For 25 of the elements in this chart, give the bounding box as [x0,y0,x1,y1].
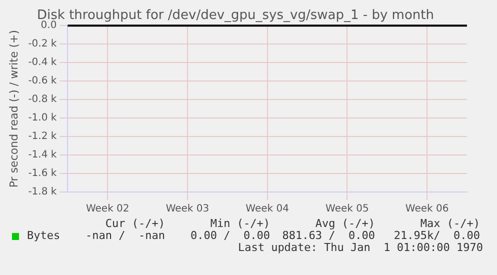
y-tick-label: -0.8 k [28,94,57,106]
y-tick-label: -0.2 k [28,38,57,50]
text: 881.63 / 0.00 [281,229,375,242]
x-tick-label: Week 06 [405,204,449,215]
x-tick-label: Week 05 [326,204,369,215]
y-tick-label: -1.0 k [28,112,57,124]
text: Avg (-/+) [314,217,375,230]
x-tick-label: Week 03 [166,204,210,215]
x-tick-label: Week 02 [86,204,130,215]
y-axis-title: Pr second read (-) / write (+) [7,30,20,188]
legend-label: Bytes [26,229,60,242]
y-tick-label: -1.2 k [28,131,57,142]
text: -nan / -nan [84,229,165,242]
text: Last update: Thu Jan 1 01:00:00 1970 [238,241,483,254]
text: 21.95k/ 0.00 [392,229,480,242]
text: 0.00 / 0.00 [190,229,270,242]
y-tick-label: -0.4 k [28,57,57,68]
y-tick-label: -1.8 k [28,186,57,198]
text: Min (-/+) [209,217,270,230]
text: Max (-/+) [419,217,480,230]
y-tick-label: -1.4 k [28,150,57,161]
y-tick-label: -0.6 k [28,76,57,87]
text: Cur (-/+) [104,217,165,230]
x-tick-label: Week 04 [246,204,289,215]
y-tick-label: -1.6 k [28,168,57,180]
